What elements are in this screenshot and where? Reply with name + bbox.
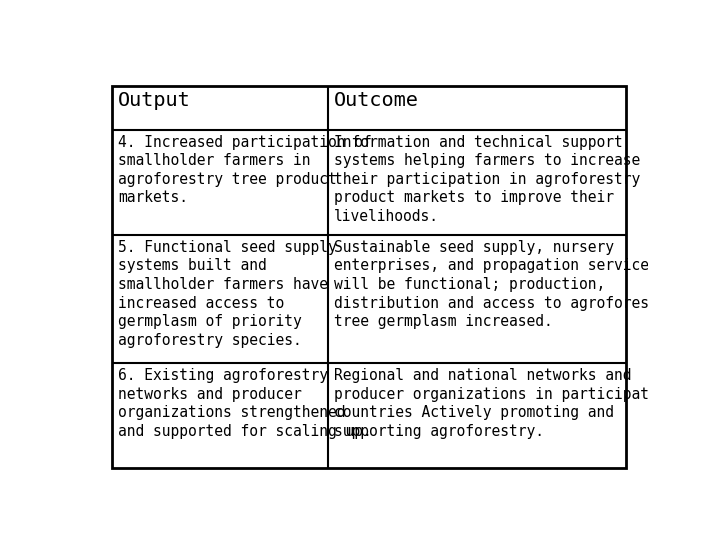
Text: Outcome: Outcome bbox=[333, 91, 418, 110]
Text: 6. Existing agroforestry
networks and producer
organizations strengthened
and su: 6. Existing agroforestry networks and pr… bbox=[118, 368, 372, 438]
Text: Output: Output bbox=[118, 91, 191, 110]
Text: 4. Increased participation of
smallholder farmers in
agroforestry tree product
m: 4. Increased participation of smallholde… bbox=[118, 134, 372, 205]
Text: Regional and national networks and
producer organizations in participating
count: Regional and national networks and produ… bbox=[333, 368, 675, 438]
Text: Information and technical support
systems helping farmers to increase
their part: Information and technical support system… bbox=[333, 134, 683, 224]
Text: 5. Functional seed supply
systems built and
smallholder farmers have
increased a: 5. Functional seed supply systems built … bbox=[118, 240, 337, 348]
Text: Sustainable seed supply, nursery
enterprises, and propagation services
will be f: Sustainable seed supply, nursery enterpr… bbox=[333, 240, 675, 329]
